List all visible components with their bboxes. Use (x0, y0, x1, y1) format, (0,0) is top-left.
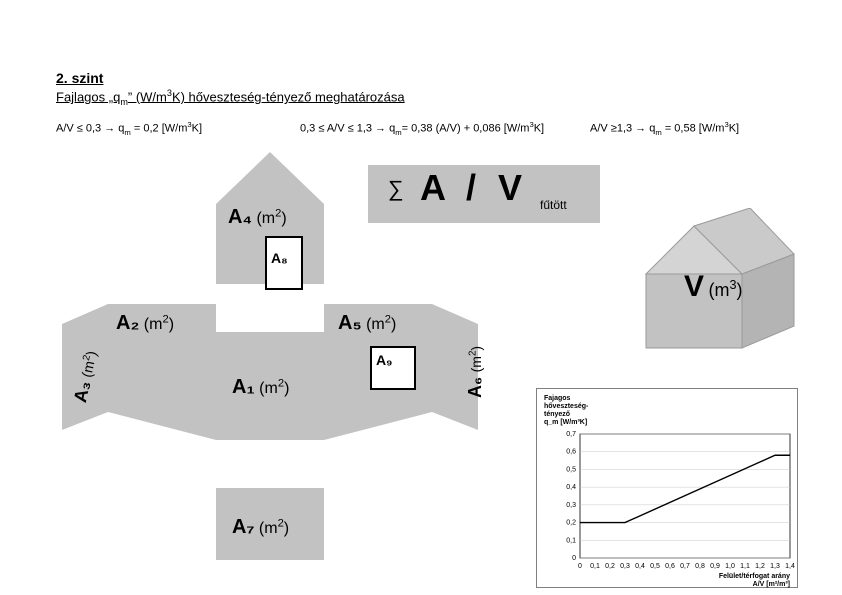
svg-text:0,6: 0,6 (566, 449, 576, 456)
label-A6: A₆ (m2) (465, 346, 486, 398)
svg-text:1,4: 1,4 (785, 563, 795, 570)
label-A7: A₇ (m2) (232, 516, 289, 539)
svg-text:Fajagos: Fajagos (544, 395, 571, 402)
svg-text:0,4: 0,4 (635, 563, 645, 570)
svg-text:1,2: 1,2 (755, 563, 765, 570)
svg-text:0,5: 0,5 (566, 466, 576, 473)
label-A5: A₅ (m2) (338, 312, 396, 335)
label-A4: A₄ (m2) (228, 206, 287, 229)
svg-text:1,0: 1,0 (725, 563, 735, 570)
svg-text:0,2: 0,2 (605, 563, 615, 570)
svg-text:0: 0 (578, 563, 582, 570)
svg-text:0: 0 (572, 555, 576, 562)
svg-text:0,2: 0,2 (566, 520, 576, 527)
svg-text:0,9: 0,9 (710, 563, 720, 570)
svg-text:0,3: 0,3 (566, 502, 576, 509)
svg-text:0,3: 0,3 (620, 563, 630, 570)
svg-text:tényező: tényező (544, 411, 570, 418)
svg-text:0,1: 0,1 (590, 563, 600, 570)
svg-text:1,3: 1,3 (770, 563, 780, 570)
svg-text:hőveszteség-: hőveszteség- (544, 403, 589, 410)
svg-text:0,7: 0,7 (566, 431, 576, 438)
svg-text:0,1: 0,1 (566, 537, 576, 544)
label-A2: A₂ (m2) (116, 312, 174, 335)
label-A9: A₉ (376, 352, 392, 368)
svg-text:A/V [m²/m³]: A/V [m²/m³] (753, 581, 790, 588)
svg-text:0,8: 0,8 (695, 563, 705, 570)
svg-text:q_m [W/m³K]: q_m [W/m³K] (544, 419, 587, 426)
svg-text:1,1: 1,1 (740, 563, 750, 570)
label-A1: A₁ (m2) (232, 376, 289, 399)
label-A8: A₈ (271, 250, 288, 266)
svg-text:0,7: 0,7 (680, 563, 690, 570)
qm-chart: Fajagoshőveszteség-tényezőq_m [W/m³K] 0 0,… (536, 388, 798, 588)
svg-text:0,5: 0,5 (650, 563, 660, 570)
label-V: V (m3) (684, 270, 742, 304)
svg-text:0,6: 0,6 (665, 563, 675, 570)
svg-text:Felület/térfogat arány: Felület/térfogat arány (719, 573, 790, 580)
svg-text:0,4: 0,4 (566, 484, 576, 491)
